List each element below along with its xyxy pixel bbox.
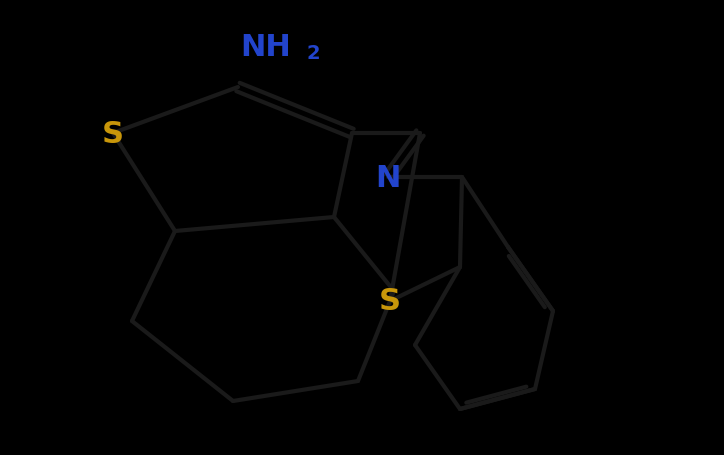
Text: S: S xyxy=(102,119,124,148)
Text: S: S xyxy=(379,287,401,316)
Text: NH: NH xyxy=(240,32,291,61)
Text: 2: 2 xyxy=(306,43,320,62)
Text: N: N xyxy=(375,163,400,192)
